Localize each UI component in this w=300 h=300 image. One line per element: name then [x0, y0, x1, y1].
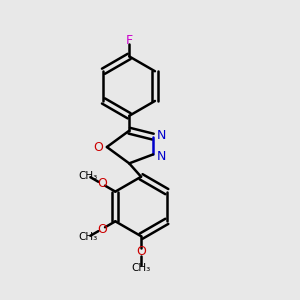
Text: N: N	[157, 129, 166, 142]
Text: O: O	[94, 140, 103, 154]
Text: N: N	[157, 150, 166, 163]
Text: O: O	[97, 223, 107, 236]
Text: CH₃: CH₃	[78, 171, 98, 181]
Text: O: O	[97, 177, 107, 190]
Text: O: O	[136, 245, 146, 258]
Text: CH₃: CH₃	[78, 232, 98, 242]
Text: CH₃: CH₃	[131, 263, 151, 273]
Text: F: F	[126, 34, 133, 46]
